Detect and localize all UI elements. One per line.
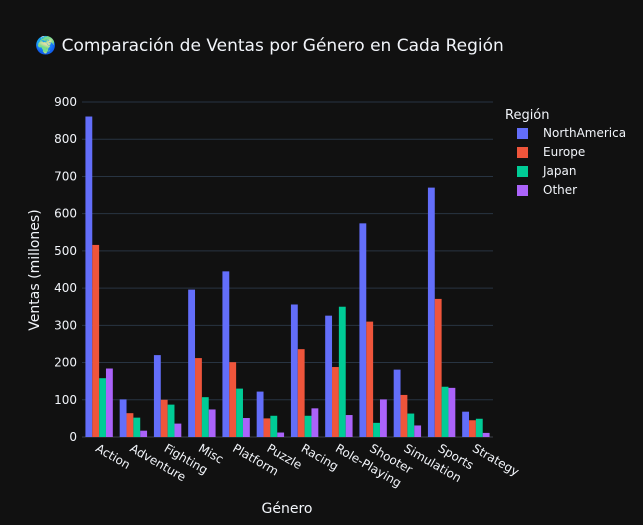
bar-japan-misc[interactable] [201,397,209,437]
legend-item-other[interactable]: Other [517,183,577,197]
bar-other-puzzle[interactable] [277,432,285,437]
gridlines [82,101,493,438]
y-tick-label: 100 [54,393,77,407]
chart-title: 🌍 Comparación de Ventas por Género en Ca… [35,35,504,56]
bar-northamerica-role-playing[interactable] [325,315,333,437]
x-axis-title: Género [262,501,313,517]
y-tick-label: 600 [54,207,77,221]
y-axis-title: Ventas (millones) [27,209,43,330]
bar-northamerica-racing[interactable] [290,304,298,437]
bar-other-strategy[interactable] [482,432,490,437]
bar-other-adventure[interactable] [140,430,148,437]
bar-northamerica-strategy[interactable] [462,411,470,437]
bar-other-fighting[interactable] [174,423,182,437]
legend-swatch [517,185,528,196]
bar-northamerica-shooter[interactable] [359,223,367,437]
bar-other-misc[interactable] [208,409,216,437]
bar-other-shooter[interactable] [379,399,387,437]
bar-northamerica-sports[interactable] [427,187,435,437]
y-tick-label: 500 [54,244,77,258]
y-tick-label: 900 [54,95,77,109]
bar-japan-strategy[interactable] [475,418,483,437]
bar-japan-action[interactable] [99,378,106,437]
legend-swatch [517,166,528,177]
y-tick-label: 700 [54,169,77,183]
bar-northamerica-puzzle[interactable] [256,391,264,437]
y-tick-label: 800 [54,132,77,146]
y-axis-ticks: 0 100 200 300 400 500 600 700 800 900 [54,95,77,444]
legend-label: NorthAmerica [543,126,626,140]
bar-other-sports[interactable] [448,387,456,437]
bar-other-action[interactable] [105,368,113,437]
bar-japan-platform[interactable] [236,388,243,437]
legend-swatch [517,147,528,158]
bar-other-platform[interactable] [242,418,250,437]
bar-northamerica-misc[interactable] [188,289,196,437]
legend-item-northamerica[interactable]: NorthAmerica [517,126,626,140]
legend-label: Japan [542,164,576,178]
bar-northamerica-platform[interactable] [222,271,230,437]
legend-title: Región [505,108,550,123]
bar-northamerica-fighting[interactable] [153,355,161,437]
legend-swatch [517,128,528,139]
bar-other-role-playing[interactable] [345,415,353,437]
bar-europe-fighting[interactable] [160,399,168,437]
bar-europe-puzzle[interactable] [263,418,271,437]
bar-northamerica-action[interactable] [85,116,93,438]
bar-japan-shooter[interactable] [373,422,380,437]
legend-items[interactable]: NorthAmerica Europe Japan Other [517,126,626,197]
legend-item-europe[interactable]: Europe [517,145,585,159]
bar-europe-strategy[interactable] [469,420,476,437]
y-tick-label: 300 [54,318,77,332]
bars [85,116,490,438]
bar-northamerica-adventure[interactable] [119,399,127,437]
bar-northamerica-simulation[interactable] [393,369,401,437]
bar-europe-platform[interactable] [229,362,237,437]
bar-europe-misc[interactable] [195,358,202,437]
bar-europe-simulation[interactable] [400,394,408,437]
legend[interactable]: Región NorthAmerica Europe Japan Other [505,108,626,197]
bar-other-racing[interactable] [311,408,319,437]
legend-item-japan[interactable]: Japan [517,164,576,178]
bar-japan-fighting[interactable] [167,404,175,437]
bar-japan-role-playing[interactable] [338,306,346,437]
y-tick-label: 400 [54,281,77,295]
bar-europe-sports[interactable] [434,298,442,437]
bar-japan-sports[interactable] [441,386,449,437]
bar-other-simulation[interactable] [414,425,422,437]
legend-label: Europe [543,145,585,159]
y-tick-label: 0 [69,430,77,444]
legend-label: Other [543,183,577,197]
bar-japan-racing[interactable] [304,415,312,437]
bar-europe-action[interactable] [92,244,100,437]
bar-japan-simulation[interactable] [407,413,415,437]
bar-europe-shooter[interactable] [366,321,374,437]
bar-japan-puzzle[interactable] [270,415,278,437]
bar-europe-racing[interactable] [297,349,305,437]
bar-europe-role-playing[interactable] [332,367,339,437]
bar-europe-adventure[interactable] [126,413,134,437]
y-tick-label: 200 [54,356,77,370]
bar-japan-adventure[interactable] [133,417,141,437]
